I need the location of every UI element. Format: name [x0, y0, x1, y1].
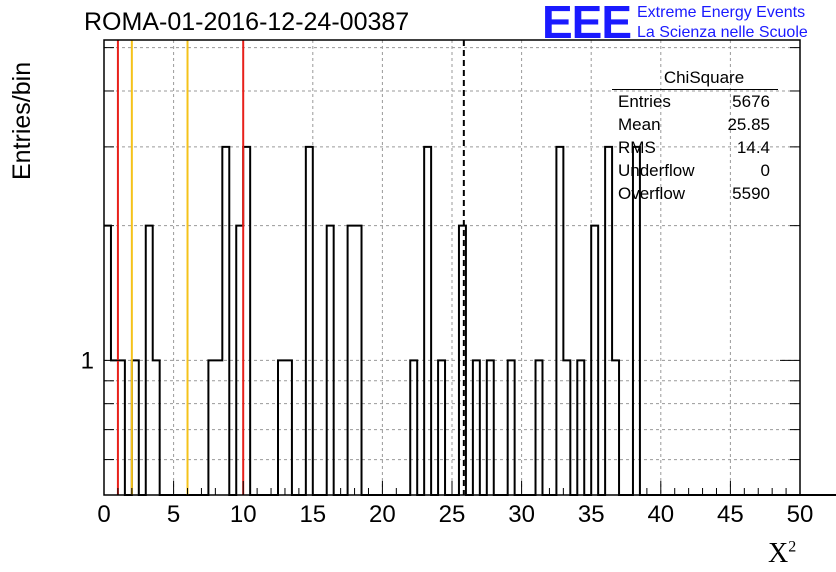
x-tick-label: 30 [508, 501, 535, 528]
stats-label: Mean [618, 115, 661, 134]
stats-label: Underflow [618, 161, 695, 180]
stats-row-rms: RMS 14.4 [612, 136, 778, 159]
stats-label: Entries [618, 92, 671, 111]
x-tick-label: 45 [717, 501, 744, 528]
axis-ticks [103, 47, 801, 495]
y-axis-label: Entries/bin [8, 61, 36, 180]
stats-label: Overflow [618, 184, 686, 203]
x-axis-label-superscript: 2 [788, 538, 797, 556]
logo-line-2: La Scienza nelle Scuole [637, 24, 808, 41]
x-axis-label: X2 [768, 538, 796, 570]
x-tick-label: 50 [787, 501, 814, 528]
stats-value: 5590 [732, 184, 770, 203]
stats-title: ChiSquare [612, 68, 778, 90]
x-tick-label: 20 [369, 501, 396, 528]
histogram-step-line [104, 145, 836, 496]
x-tick-label: 10 [230, 501, 257, 528]
x-tick-label: 0 [97, 501, 110, 528]
x-tick-label: 25 [439, 501, 466, 528]
stats-label: RMS [618, 138, 656, 157]
logo-line-1: Extreme Energy Events [637, 4, 806, 21]
x-tick-label: 40 [647, 501, 674, 528]
x-tick-label: 15 [299, 501, 326, 528]
stats-row-mean: Mean 25.85 [612, 113, 778, 136]
x-tick-label: 35 [578, 501, 605, 528]
histogram-bars [104, 145, 836, 496]
y-tick-label: 1 [81, 347, 94, 374]
stats-value: 5676 [732, 92, 770, 111]
stats-box: ChiSquare Entries 5676 Mean 25.85 RMS 14.4 … [612, 68, 778, 205]
x-tick-label: 5 [167, 501, 180, 528]
x-axis-label-base: X [768, 538, 789, 569]
stats-value: 25.85 [727, 115, 770, 134]
stats-row-underflow: Underflow 0 [612, 159, 778, 182]
reference-lines [116, 40, 465, 495]
stats-row-entries: Entries 5676 [612, 90, 778, 113]
stats-value: 14.4 [736, 138, 770, 157]
chart-title: ROMA-01-2016-12-24-00387 [84, 8, 410, 36]
stats-value: 0 [760, 161, 770, 180]
tick-labels: 0 5 10 15 20 25 30 35 40 45 50 1 [81, 347, 814, 528]
logo-mark: EEE [542, 0, 632, 48]
stats-row-overflow: Overflow 5590 [612, 182, 778, 205]
